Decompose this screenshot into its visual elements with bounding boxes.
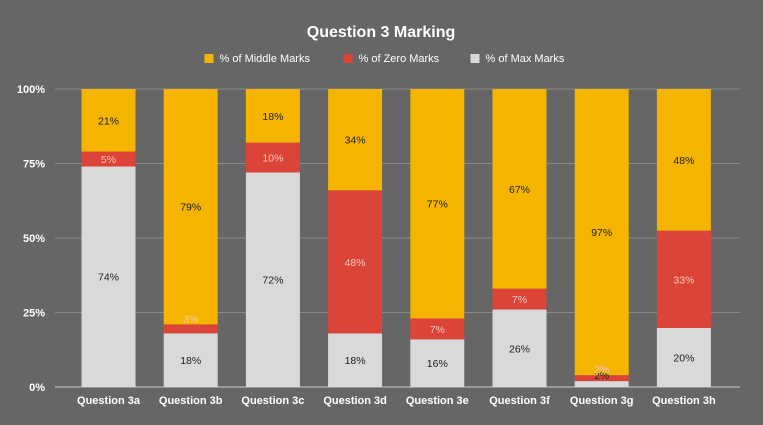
y-tick-label: 0% bbox=[29, 382, 45, 394]
legend-label: % of Max Marks bbox=[486, 53, 565, 65]
bar-group-question-3c: 72% 10% 18% bbox=[245, 89, 300, 387]
x-tick-label: Question 3e bbox=[406, 395, 469, 407]
data-label-pct-of-middle-marks: 77% bbox=[427, 199, 448, 211]
legend-item-pct-of-zero-marks: % of Zero Marks bbox=[343, 53, 440, 65]
data-label-pct-of-middle-marks: 48% bbox=[673, 155, 694, 167]
bar-segment-pct-of-zero-marks bbox=[574, 375, 629, 382]
bar-segment-pct-of-max-marks bbox=[574, 381, 629, 387]
data-label-pct-of-zero-marks: 33% bbox=[673, 274, 694, 286]
bar-group-question-3d: 18% 48% 34% bbox=[328, 89, 383, 387]
data-label-pct-of-middle-marks: 34% bbox=[345, 135, 366, 147]
x-tick-label: Question 3b bbox=[159, 395, 223, 407]
bar-segment-pct-of-middle-marks bbox=[410, 89, 465, 319]
legend: % of Middle Marks % of Zero Marks % of Max… bbox=[204, 53, 565, 65]
bar-segment-pct-of-middle-marks bbox=[163, 89, 218, 325]
data-label-pct-of-zero-marks: 10% bbox=[262, 153, 283, 165]
bar-segment-pct-of-zero-marks bbox=[328, 190, 383, 334]
bar-segment-pct-of-max-marks bbox=[245, 172, 300, 387]
y-tick-label: 25% bbox=[23, 308, 45, 320]
bar-group-question-3f: 26% 7% 67% bbox=[492, 89, 547, 387]
legend-label: % of Middle Marks bbox=[220, 53, 311, 65]
data-label-pct-of-zero-marks: 2% bbox=[594, 364, 609, 376]
bar-segment-pct-of-middle-marks bbox=[245, 89, 300, 143]
x-axis: Question 3a Question 3b Question 3c Questio… bbox=[77, 395, 716, 407]
data-label-pct-of-zero-marks: 3% bbox=[183, 313, 198, 325]
bar-group-question-3a: 74% 5% 21% bbox=[81, 89, 136, 387]
bar-segment-pct-of-zero-marks bbox=[656, 230, 711, 328]
x-tick-label: Question 3f bbox=[489, 395, 550, 407]
data-label-pct-of-middle-marks: 21% bbox=[98, 115, 119, 127]
x-tick-label: Question 3h bbox=[652, 395, 716, 407]
bar-segment-pct-of-middle-marks bbox=[328, 89, 383, 191]
legend-label: % of Zero Marks bbox=[359, 53, 440, 65]
data-label-pct-of-zero-marks: 5% bbox=[101, 154, 116, 166]
data-label-pct-of-middle-marks: 18% bbox=[262, 111, 283, 123]
bar-group-question-3h: 20% 33% 48% bbox=[656, 89, 711, 387]
data-label-pct-of-zero-marks: 7% bbox=[512, 294, 527, 306]
bar-segment-pct-of-max-marks bbox=[163, 333, 218, 387]
gridlines bbox=[55, 88, 740, 388]
y-tick-label: 75% bbox=[23, 159, 45, 171]
data-label-pct-of-max-marks: 72% bbox=[262, 275, 283, 287]
bar-segment-pct-of-zero-marks bbox=[245, 142, 300, 173]
bar-segment-pct-of-zero-marks bbox=[492, 288, 547, 310]
x-tick-label: Question 3a bbox=[77, 395, 141, 407]
data-label-pct-of-zero-marks: 7% bbox=[430, 324, 445, 336]
bar-segment-pct-of-zero-marks bbox=[410, 318, 465, 340]
data-label-pct-of-max-marks: 16% bbox=[427, 358, 448, 370]
bar-segment-pct-of-max-marks bbox=[656, 327, 711, 387]
legend-swatch bbox=[470, 54, 480, 63]
data-label-pct-of-max-marks: 26% bbox=[509, 343, 530, 355]
x-tick-label: Question 3g bbox=[570, 395, 634, 407]
bar-segment-pct-of-max-marks bbox=[410, 339, 465, 387]
data-label-pct-of-middle-marks: 67% bbox=[509, 184, 530, 196]
data-label-pct-of-zero-marks: 48% bbox=[345, 257, 366, 269]
bar-segment-pct-of-middle-marks bbox=[81, 89, 136, 152]
bars: 74% 5% 21% 18% 3% 79% 72% 10% 18% 18% 48% 34% 16% 7% 7… bbox=[81, 89, 711, 387]
data-label-pct-of-max-marks: 20% bbox=[673, 352, 694, 364]
bar-segment-pct-of-middle-marks bbox=[574, 89, 629, 376]
y-tick-label: 50% bbox=[23, 233, 45, 245]
y-tick-label: 100% bbox=[17, 84, 45, 96]
bar-segment-pct-of-middle-marks bbox=[656, 89, 711, 231]
chart-title: Question 3 Marking bbox=[307, 24, 455, 41]
data-label-pct-of-middle-marks: 79% bbox=[180, 202, 201, 214]
bar-segment-pct-of-middle-marks bbox=[492, 89, 547, 289]
bar-segment-pct-of-max-marks bbox=[81, 166, 136, 387]
bar-segment-pct-of-zero-marks bbox=[163, 324, 218, 334]
y-axis: 0% 25% 50% 75% 100% bbox=[17, 84, 45, 394]
legend-swatch bbox=[343, 54, 353, 63]
data-label-pct-of-middle-marks: 97% bbox=[591, 227, 612, 239]
legend-swatch bbox=[204, 54, 214, 63]
legend-item-pct-of-middle-marks: % of Middle Marks bbox=[204, 53, 311, 65]
bar-segment-pct-of-zero-marks bbox=[81, 151, 136, 167]
data-label-pct-of-max-marks: 74% bbox=[98, 272, 119, 284]
bar-segment-pct-of-max-marks bbox=[492, 309, 547, 387]
bar-group-question-3g: 2%2% 97% bbox=[574, 89, 629, 387]
bar-group-question-3b: 18% 3% 79% bbox=[163, 89, 218, 387]
bar-group-question-3e: 16% 7% 77% bbox=[410, 89, 465, 387]
x-tick-label: Question 3c bbox=[241, 395, 304, 407]
legend-item-pct-of-max-marks: % of Max Marks bbox=[470, 53, 565, 65]
x-tick-label: Question 3d bbox=[323, 395, 387, 407]
data-label-pct-of-max-marks: 18% bbox=[180, 355, 201, 367]
data-label-pct-of-max-marks: 2% bbox=[594, 370, 609, 382]
bar-segment-pct-of-max-marks bbox=[328, 333, 383, 387]
data-label-pct-of-max-marks: 18% bbox=[345, 355, 366, 367]
